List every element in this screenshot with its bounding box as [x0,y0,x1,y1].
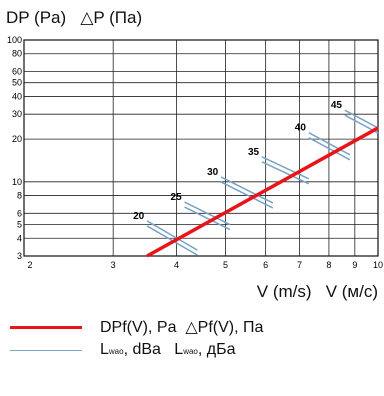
series-line-dp [146,126,379,258]
noise-label-35: 35 [248,147,260,158]
y-tick-label: 10 [12,177,22,187]
x-axis-title: V (m/s) V (м/с) [256,282,378,301]
noise-label-40: 40 [295,123,307,134]
y-tick-label: 100 [7,35,22,45]
legend-blue-l1: L [100,341,109,358]
y-tick-label: 40 [12,91,22,101]
y-tick-label: 80 [12,49,22,59]
y-tick-label: 60 [12,66,22,76]
noise-line-20 [146,220,198,251]
x-tick-label: 8 [326,260,331,270]
noise-line-35-b [261,161,310,185]
legend-blue-sub1: wao [108,347,124,356]
noise-label-20: 20 [133,211,145,222]
y-tick-label: 5 [17,220,22,230]
grid [24,40,378,256]
y-tick-label: 50 [12,78,22,88]
noise-line-30-b [220,181,274,209]
y-tick-label: 30 [12,109,22,119]
y-axis-title: DP (Pa) △P (Па) [6,8,143,27]
x-tick-label: 2 [27,260,32,270]
legend-blue-l1b: , dBa L [123,341,184,358]
noise-line-25 [184,201,231,226]
noise-line-40 [308,132,351,156]
noise-line-45 [344,109,379,129]
x-tick-label: 7 [297,260,302,270]
plot-border [23,39,379,257]
y-tick-label: 8 [17,191,22,201]
x-tick-label: 5 [223,260,228,270]
y-tick-label: 20 [12,134,22,144]
y-tick-label: 3 [17,251,22,261]
x-tick-label: 9 [352,260,357,270]
legend-blue-l2: , дБа [197,341,236,358]
noise-line-30 [220,176,274,204]
legend-red-label: DPf(V), Pa △Pf(V), Па [100,319,264,336]
noise-line-35 [261,156,310,180]
noise-label-45: 45 [331,100,343,111]
noise-line-40-b [308,137,351,161]
legend-blue-line [10,350,82,351]
x-tick-label: 3 [111,260,116,270]
noise-label-30: 30 [207,167,219,178]
plot-frame [23,39,379,257]
y-tick-label: 4 [17,233,22,243]
noise-label-25: 25 [171,192,183,203]
x-tick-label: 10 [373,260,383,270]
legend-blue-sub2: wao [183,347,198,356]
legend-red-line [10,326,82,329]
x-tick-label: 4 [174,260,179,270]
x-tick-label: 6 [263,260,268,270]
main-series [146,126,379,258]
legend-blue-label: Lwao, dBa Lwao, дБа [100,341,236,359]
noise-line-25-b [184,206,231,231]
y-tick-label: 6 [17,208,22,218]
noise-lines: 20 25 30 35 40 45 [133,100,379,256]
